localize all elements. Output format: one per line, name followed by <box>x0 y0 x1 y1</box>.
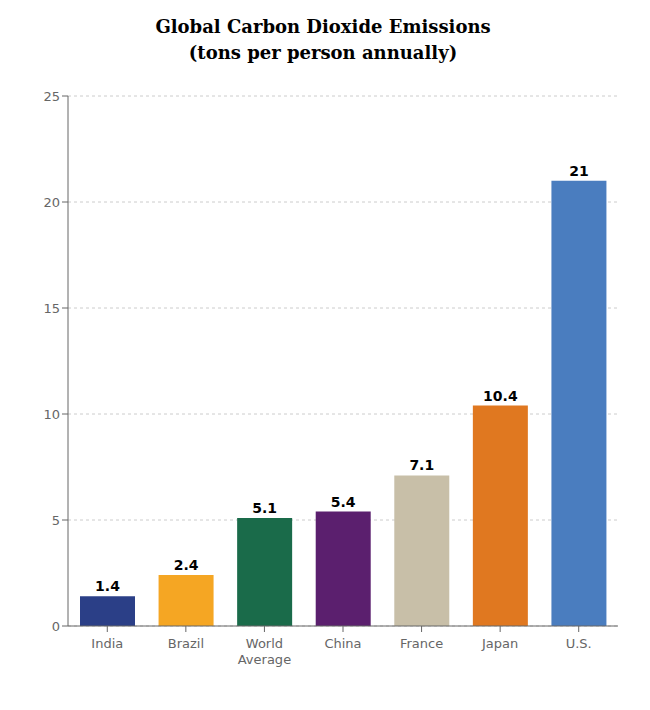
svg-text:25: 25 <box>43 89 60 104</box>
svg-text:5.4: 5.4 <box>331 494 356 510</box>
html-text:Global Carbon Dioxide Emission: Global Carbon Dioxide Emissions <box>155 16 491 37</box>
svg-text:7.1: 7.1 <box>409 457 434 473</box>
svg-text:Brazil: Brazil <box>168 636 204 651</box>
svg-text:10: 10 <box>43 407 60 422</box>
svg-text:20: 20 <box>43 195 60 210</box>
svg-text:India: India <box>91 636 123 651</box>
svg-text:U.S.: U.S. <box>566 636 592 651</box>
svg-text:0: 0 <box>52 619 60 634</box>
svg-text:China: China <box>324 636 361 651</box>
html-text:(tons per person annually): (tons per person annually) <box>188 42 458 63</box>
svg-text:WorldAverage: WorldAverage <box>238 636 291 667</box>
svg-text:15: 15 <box>43 301 60 316</box>
svg-text:21: 21 <box>569 163 588 179</box>
svg-text:1.4: 1.4 <box>95 578 120 594</box>
svg-text:Japan: Japan <box>481 636 518 651</box>
svg-text:France: France <box>400 636 443 651</box>
svg-text:5: 5 <box>52 513 60 528</box>
svg-text:5.1: 5.1 <box>252 500 277 516</box>
svg-text:2.4: 2.4 <box>174 557 199 573</box>
svg-text:10.4: 10.4 <box>483 388 518 404</box>
